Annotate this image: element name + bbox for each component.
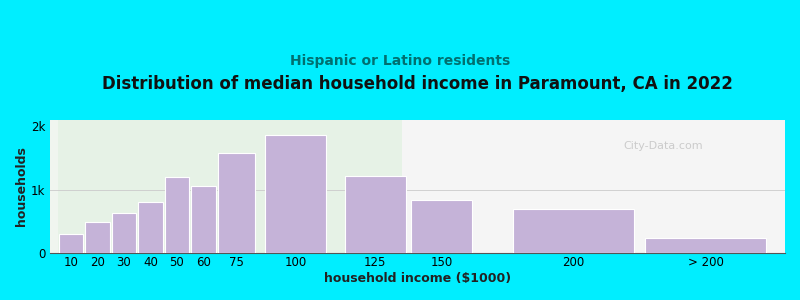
Bar	[165, 177, 189, 254]
X-axis label: household income ($1000): household income ($1000)	[324, 272, 511, 285]
Title: Distribution of median household income in Paramount, CA in 2022: Distribution of median household income …	[102, 75, 733, 93]
Bar	[402, 120, 785, 254]
Y-axis label: households: households	[15, 147, 28, 226]
Bar	[191, 186, 215, 254]
Text: Hispanic or Latino residents: Hispanic or Latino residents	[290, 54, 510, 68]
Text: City-Data.com: City-Data.com	[623, 141, 703, 151]
Bar	[59, 234, 83, 254]
Bar	[645, 238, 766, 254]
Bar	[266, 136, 326, 254]
Bar	[138, 202, 162, 253]
Bar	[86, 222, 110, 254]
Bar	[112, 213, 136, 254]
Bar	[218, 153, 254, 253]
Bar	[411, 200, 472, 254]
Bar	[513, 209, 634, 254]
Bar	[58, 120, 402, 254]
Bar	[345, 176, 406, 254]
